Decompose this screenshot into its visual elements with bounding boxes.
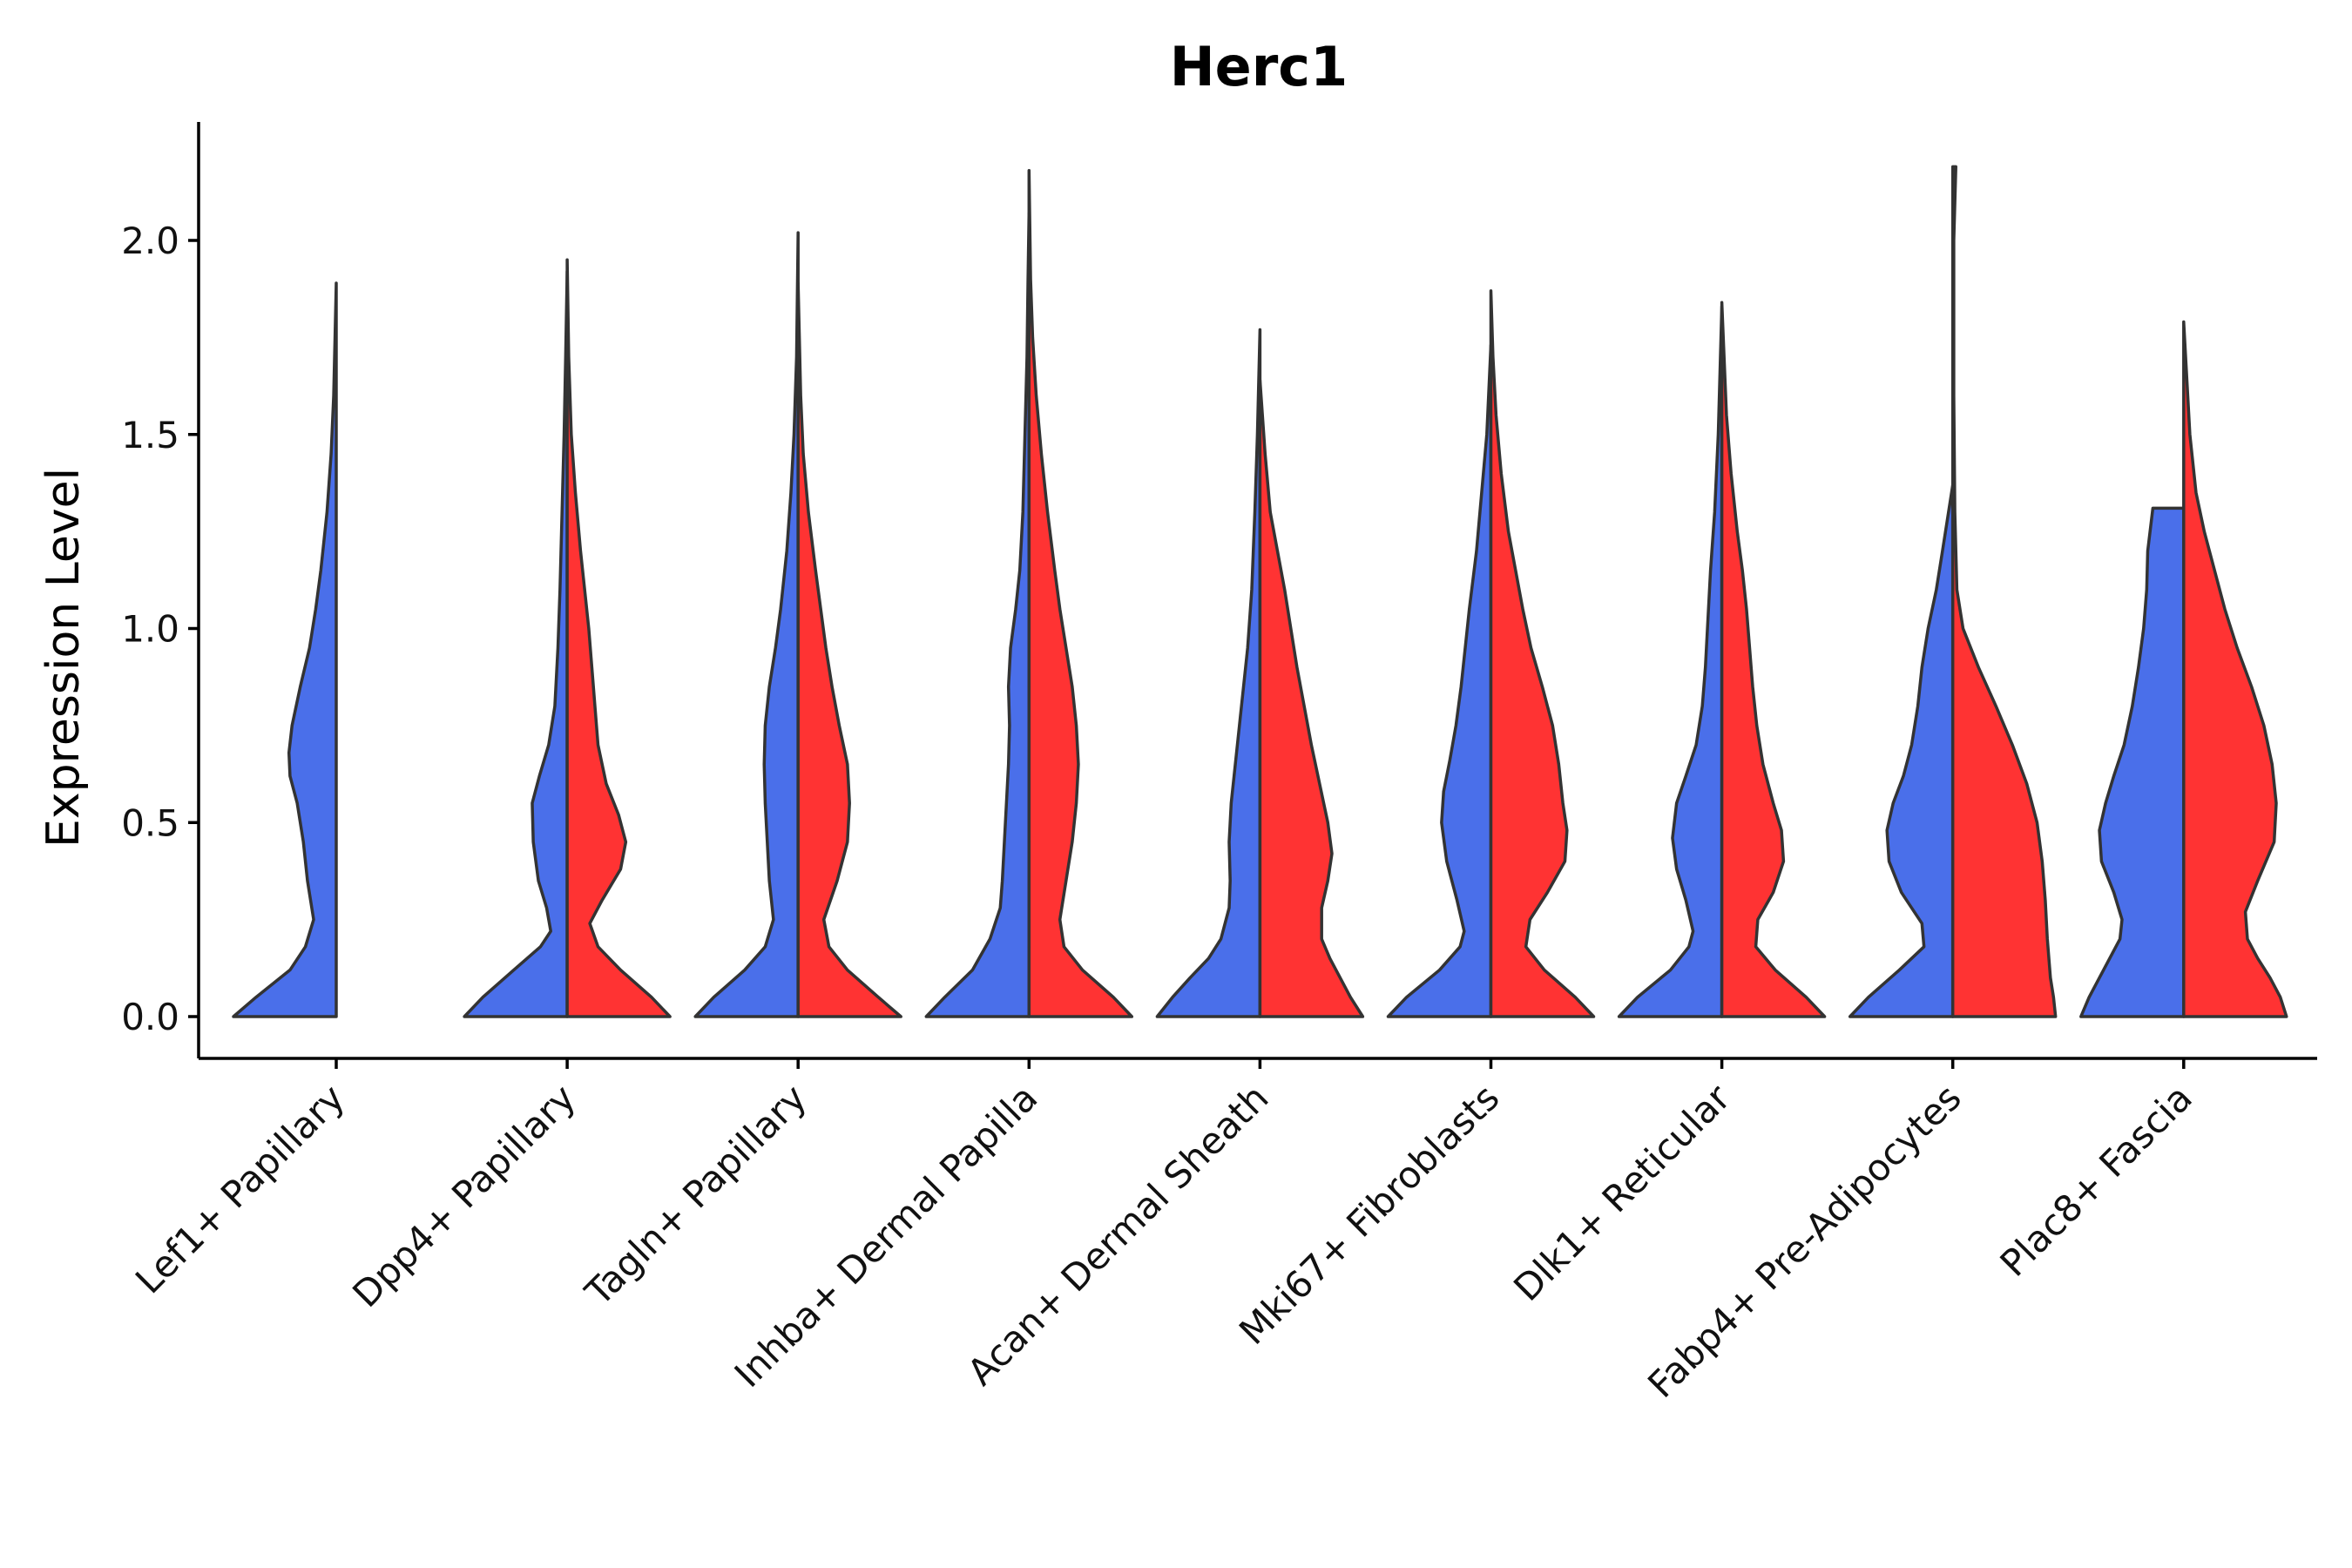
violin-acan-dermal-sheath-red (1258, 378, 1365, 1018)
violin-dpp4-papillary-red (565, 258, 672, 1018)
violin-plac8-fascia-blue (2079, 506, 2186, 1018)
chart-title: Herc1 (1170, 35, 1348, 98)
violin-dlk1-reticular-red (1720, 301, 1827, 1018)
violin-mki67-fibroblasts-blue (1386, 343, 1493, 1018)
y-tick-label: 1.0 (121, 608, 179, 651)
x-tick-label: Dlk1+ Reticular (1505, 1076, 1739, 1309)
violin-fabp4-pre-adipocytes-blue (1848, 483, 1955, 1018)
violin-acan-dermal-sheath-blue (1155, 328, 1262, 1018)
x-tick-label: Plac8+ Fascia (1992, 1076, 2200, 1284)
violin-lef1-papillary-blue (232, 281, 338, 1018)
violin-plac8-fascia-red (2182, 320, 2288, 1018)
violin-fabp4-pre-adipocytes-red (1950, 165, 2058, 1018)
violin-inhba-dermal-papilla-blue (924, 212, 1031, 1018)
violin-mki67-fibroblasts-red (1489, 289, 1596, 1018)
violin-inhba-dermal-papilla-red (1027, 169, 1134, 1018)
y-tick-label: 1.5 (121, 414, 179, 456)
y-tick-label: 2.0 (121, 220, 179, 262)
violin-tagln-papillary-red (796, 281, 902, 1018)
violins-layer (232, 165, 2288, 1018)
x-tick-label: Lef1+ Papillary (127, 1076, 353, 1301)
x-tick-label: Tagln+ Papillary (577, 1076, 814, 1314)
y-axis-title: Expression Level (37, 468, 90, 848)
violin-dpp4-papillary-blue (463, 269, 569, 1018)
x-tick-label: Mki67+ Fibroblasts (1231, 1076, 1507, 1352)
violin-dlk1-reticular-blue (1617, 304, 1724, 1018)
x-tick-label: Dpp4+ Papillary (344, 1076, 584, 1315)
y-tick-label: 0.0 (121, 996, 179, 1038)
y-tick-label: 0.5 (121, 801, 179, 844)
violin-tagln-papillary-blue (693, 231, 800, 1018)
